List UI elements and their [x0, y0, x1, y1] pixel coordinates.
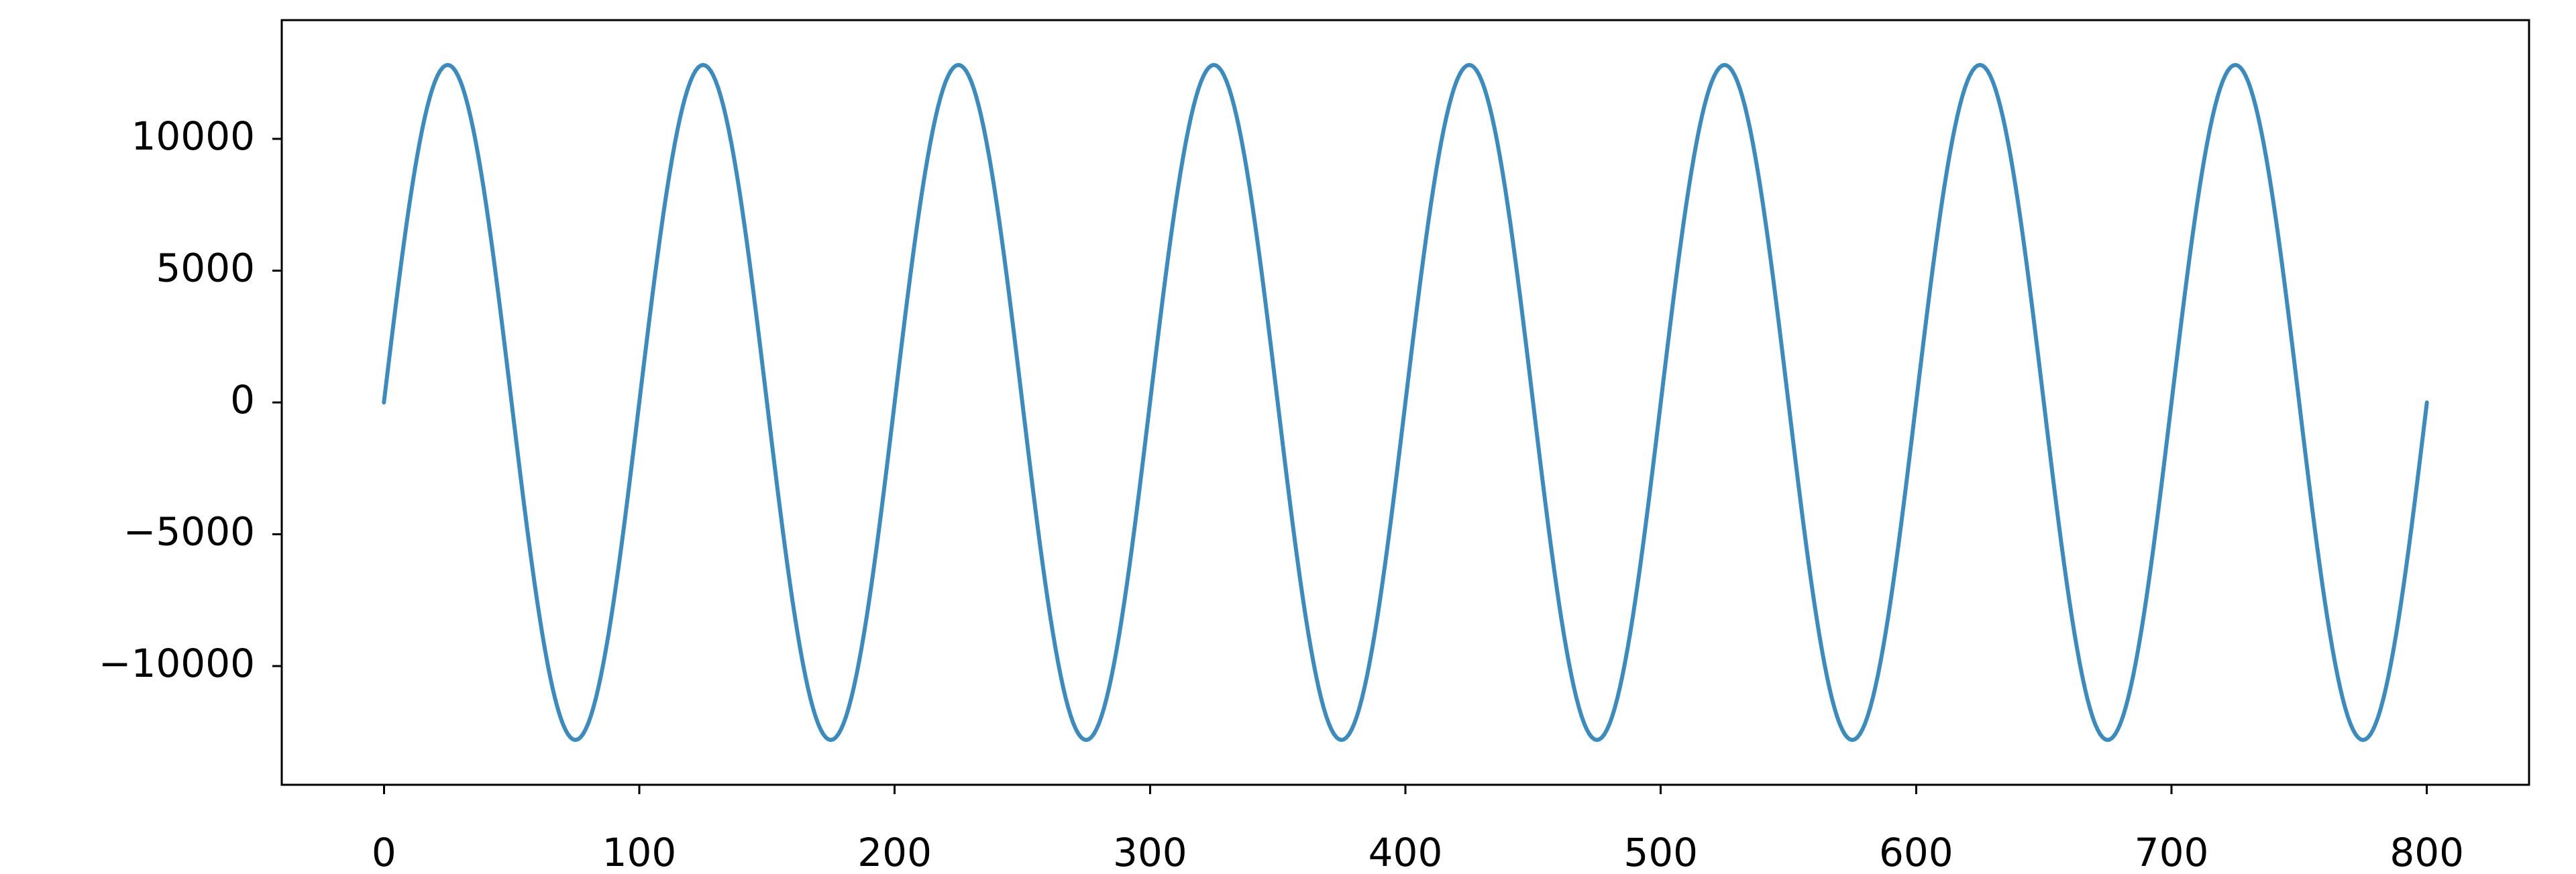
- x-tick-label: 0: [372, 830, 396, 874]
- x-tick-label: 200: [857, 830, 932, 874]
- x-tick-label: 800: [2390, 830, 2464, 874]
- x-tick-label: 500: [1623, 830, 1698, 874]
- x-tick-label: 300: [1113, 830, 1187, 874]
- x-tick-label: 600: [1879, 830, 1953, 874]
- x-tick-label: 400: [1368, 830, 1443, 874]
- y-tick-label: −10000: [99, 641, 255, 686]
- y-tick-label: 0: [230, 377, 255, 423]
- sine-chart: 0 100 200 300 400 500 600 700 800 −10000 −5000 0 500…: [0, 0, 2576, 874]
- x-tick-label: 700: [2135, 830, 2209, 874]
- chart-svg: 0 100 200 300 400 500 600 700 800 −10000 −5000 0 500…: [0, 0, 2576, 874]
- y-tick-label: −5000: [123, 509, 255, 555]
- y-tick-label: 10000: [131, 113, 255, 159]
- y-tick-label: 5000: [156, 245, 255, 291]
- x-tick-label: 100: [602, 830, 677, 874]
